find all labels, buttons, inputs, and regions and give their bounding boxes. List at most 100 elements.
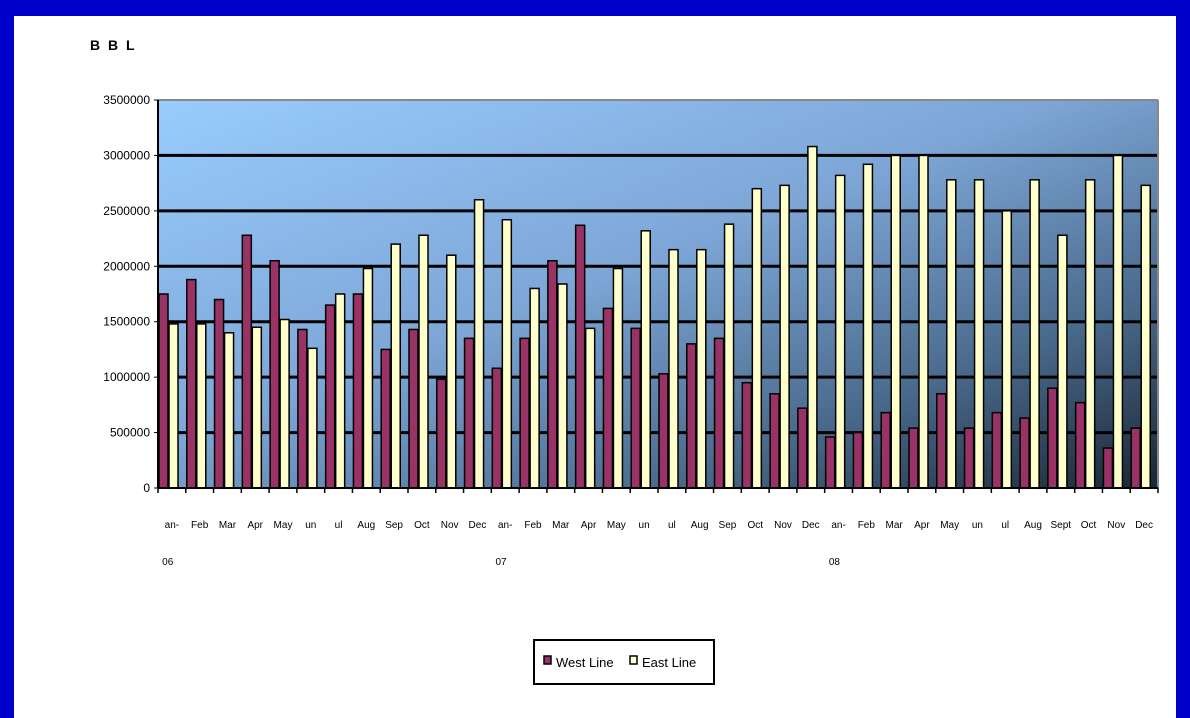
bar-east-line bbox=[1029, 179, 1040, 489]
bar-west-line bbox=[352, 293, 364, 489]
bar-east-line bbox=[668, 248, 679, 489]
bar-east-line bbox=[168, 323, 179, 489]
bar-east-line bbox=[196, 323, 207, 489]
y-tick-label: 1500000 bbox=[103, 315, 150, 329]
bar-west-line bbox=[269, 259, 280, 489]
bar-west-line bbox=[686, 343, 697, 489]
bar-east-line bbox=[1112, 154, 1124, 489]
x-tick-label: May bbox=[940, 520, 959, 531]
bar-east-line bbox=[223, 332, 235, 489]
x-tick-label: ul bbox=[1001, 520, 1009, 531]
y-tick-label: 2500000 bbox=[103, 204, 150, 218]
bar-east-line bbox=[307, 347, 318, 489]
bar-west-line bbox=[519, 337, 530, 489]
bar-west-line bbox=[769, 393, 780, 489]
y-tick-label: 3500000 bbox=[103, 93, 150, 107]
x-tick-label: Feb bbox=[191, 520, 209, 531]
bar-west-line bbox=[186, 278, 197, 489]
bar-west-line bbox=[297, 328, 308, 489]
bar-west-line bbox=[630, 327, 641, 489]
bar-east-line bbox=[390, 243, 401, 489]
bar-west-line bbox=[158, 293, 169, 489]
bar-east-line bbox=[834, 174, 846, 489]
bar-west-line bbox=[852, 431, 864, 489]
bar-east-line bbox=[1140, 184, 1151, 489]
bar-east-line bbox=[723, 223, 735, 489]
bar-east-line bbox=[751, 187, 763, 489]
bar-west-line bbox=[713, 337, 725, 489]
plot-area bbox=[158, 100, 1158, 488]
bar-chart: B B L 3500000 3000000 2500000 2000000 150000… bbox=[90, 37, 1159, 685]
bar-west-line bbox=[1130, 427, 1141, 489]
x-tick-label: Sep bbox=[719, 520, 737, 531]
x-tick-label: ul bbox=[335, 520, 343, 531]
bar-east-line bbox=[362, 267, 374, 489]
x-tick-label: Dec bbox=[802, 520, 820, 531]
bar-west-line bbox=[880, 411, 891, 489]
bar-west-line bbox=[408, 328, 419, 489]
x-tick-label: ul bbox=[668, 520, 676, 531]
bar-west-line bbox=[1047, 387, 1058, 489]
chart-frame: B B L 3500000 3000000 2500000 2000000 150000… bbox=[14, 16, 1176, 718]
x-tick-label: Mar bbox=[219, 520, 237, 531]
bar-east-line bbox=[251, 326, 263, 489]
bar-west-line bbox=[908, 427, 919, 489]
bar-west-line bbox=[241, 234, 253, 489]
bar-east-line bbox=[501, 218, 513, 489]
bar-east-line bbox=[334, 293, 346, 489]
y-tick-label: 1000000 bbox=[103, 370, 150, 384]
x-tick-label: an- bbox=[831, 520, 845, 531]
bar-west-line bbox=[602, 307, 614, 489]
x-tick-label: Nov bbox=[441, 520, 459, 531]
bar-west-line bbox=[1019, 417, 1030, 489]
x-tick-label: Oct bbox=[747, 520, 763, 531]
bar-east-line bbox=[918, 154, 929, 489]
x-tick-label: an- bbox=[165, 520, 179, 531]
legend-swatch-west-line bbox=[543, 655, 552, 665]
x-tick-label: May bbox=[274, 520, 293, 531]
bar-west-line bbox=[324, 304, 336, 489]
x-year-label: 06 bbox=[162, 557, 174, 568]
bar-west-line bbox=[741, 381, 753, 489]
bars bbox=[158, 145, 1151, 489]
bar-east-line bbox=[807, 145, 818, 489]
x-tick-label: Oct bbox=[414, 520, 430, 531]
x-tick-label: Oct bbox=[1081, 520, 1097, 531]
legend-swatch-east-line bbox=[629, 655, 638, 665]
bar-east-line bbox=[279, 318, 290, 489]
bar-west-line bbox=[1102, 447, 1114, 489]
bar-east-line bbox=[1084, 179, 1096, 489]
x-tick-label: Sep bbox=[385, 520, 403, 531]
x-tick-label: Apr bbox=[581, 520, 597, 531]
bar-east-line bbox=[696, 248, 707, 489]
bar-east-line bbox=[529, 287, 540, 489]
x-tick-label: Apr bbox=[914, 520, 930, 531]
bar-east-line bbox=[1057, 234, 1068, 489]
bar-east-line bbox=[473, 199, 485, 489]
bar-east-line bbox=[779, 184, 790, 489]
bar-east-line bbox=[446, 254, 457, 489]
bar-east-line bbox=[890, 154, 901, 489]
x-year-label: 08 bbox=[829, 557, 841, 568]
x-tick-label: Aug bbox=[357, 520, 375, 531]
x-tick-label: Feb bbox=[524, 520, 542, 531]
bar-east-line bbox=[640, 230, 651, 489]
y-axis-label: B B L bbox=[90, 37, 137, 53]
bar-west-line bbox=[797, 407, 808, 489]
y-tick-label: 3000000 bbox=[103, 148, 150, 162]
bar-east-line bbox=[946, 179, 957, 489]
x-tick-label: Dec bbox=[1135, 520, 1153, 531]
x-tick-label: Aug bbox=[1024, 520, 1042, 531]
bar-east-line bbox=[862, 163, 874, 489]
x-tick-label: un bbox=[305, 520, 316, 531]
axes: 3500000 3000000 2500000 2000000 1500000 10000… bbox=[103, 93, 1159, 568]
bar-east-line bbox=[973, 179, 985, 489]
x-tick-label: un bbox=[972, 520, 983, 531]
x-tick-label: May bbox=[607, 520, 626, 531]
bar-east-line bbox=[584, 327, 596, 489]
x-tick-label: Nov bbox=[774, 520, 792, 531]
bar-west-line bbox=[547, 259, 558, 489]
x-tick-label: Mar bbox=[885, 520, 903, 531]
bar-west-line bbox=[824, 436, 836, 489]
x-tick-label: un bbox=[639, 520, 650, 531]
